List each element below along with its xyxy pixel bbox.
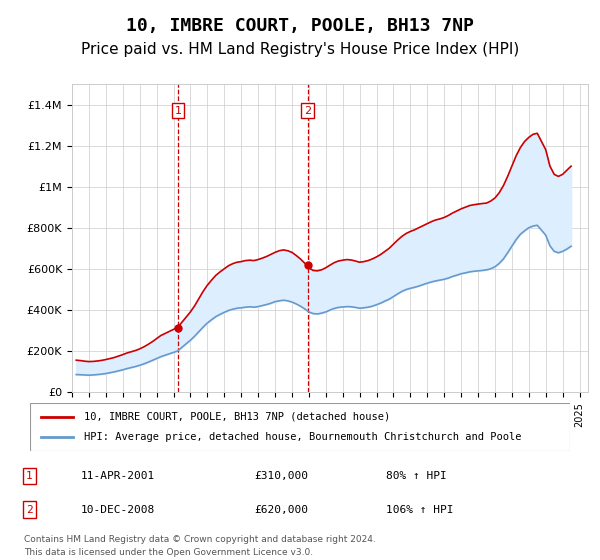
Text: 11-APR-2001: 11-APR-2001 bbox=[81, 471, 155, 481]
Text: 1: 1 bbox=[175, 106, 182, 116]
Text: 80% ↑ HPI: 80% ↑ HPI bbox=[386, 471, 447, 481]
Text: Price paid vs. HM Land Registry's House Price Index (HPI): Price paid vs. HM Land Registry's House … bbox=[81, 42, 519, 57]
Text: £310,000: £310,000 bbox=[254, 471, 308, 481]
Text: Contains HM Land Registry data © Crown copyright and database right 2024.: Contains HM Land Registry data © Crown c… bbox=[24, 535, 376, 544]
Text: 10-DEC-2008: 10-DEC-2008 bbox=[81, 505, 155, 515]
Text: This data is licensed under the Open Government Licence v3.0.: This data is licensed under the Open Gov… bbox=[24, 548, 313, 557]
Text: £620,000: £620,000 bbox=[254, 505, 308, 515]
Text: 1: 1 bbox=[26, 471, 32, 481]
Text: HPI: Average price, detached house, Bournemouth Christchurch and Poole: HPI: Average price, detached house, Bour… bbox=[84, 432, 521, 442]
Text: 2: 2 bbox=[26, 505, 32, 515]
Text: 10, IMBRE COURT, POOLE, BH13 7NP: 10, IMBRE COURT, POOLE, BH13 7NP bbox=[126, 17, 474, 35]
FancyBboxPatch shape bbox=[30, 403, 570, 451]
Text: 2: 2 bbox=[304, 106, 311, 116]
Text: 10, IMBRE COURT, POOLE, BH13 7NP (detached house): 10, IMBRE COURT, POOLE, BH13 7NP (detach… bbox=[84, 412, 390, 422]
Text: 106% ↑ HPI: 106% ↑ HPI bbox=[386, 505, 454, 515]
